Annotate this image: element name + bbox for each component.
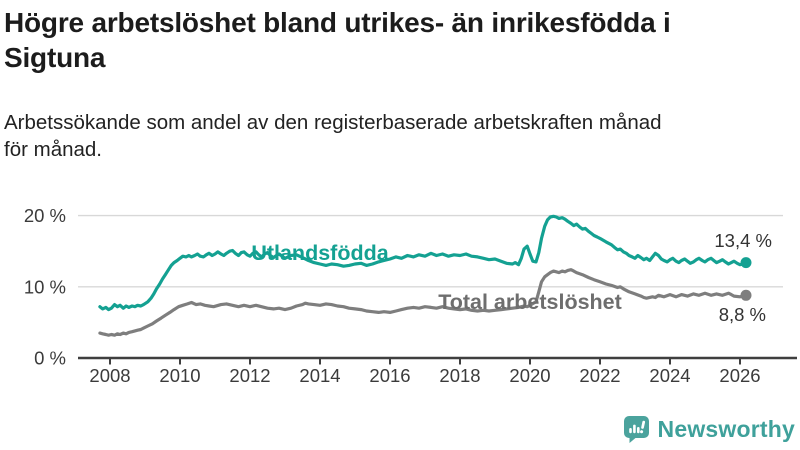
x-axis-label-2010: 2010 bbox=[159, 365, 200, 386]
foreign-born-line bbox=[98, 214, 748, 312]
series-label-total-arbetsloshet: Total arbetslöshet bbox=[438, 290, 622, 314]
y-axis-label-0: 0 % bbox=[34, 348, 66, 369]
x-axis-label-2026: 2026 bbox=[719, 365, 760, 386]
chart-title-line1: Högre arbetslöshet bland utrikes- än inr… bbox=[4, 7, 671, 38]
x-axis-label-2022: 2022 bbox=[579, 365, 620, 386]
y-axis-label-20: 20 % bbox=[24, 205, 66, 226]
x-axis-ticks: 2008 2010 2012 2014 2016 2018 2020 2022 2024 2026 bbox=[89, 358, 761, 386]
total-unemployment-line bbox=[98, 268, 748, 337]
total-endpoint-dot bbox=[740, 289, 752, 301]
foreign-born-endpoint-dot bbox=[740, 257, 752, 269]
y-axis-label-10: 10 % bbox=[24, 277, 66, 298]
chart-title: Högre arbetslöshet bland utrikes- än inr… bbox=[4, 5, 792, 75]
x-axis-label-2024: 2024 bbox=[649, 365, 690, 386]
chart-title-line2: Sigtuna bbox=[4, 42, 106, 73]
chart-subtitle-line2: för månad. bbox=[4, 138, 102, 161]
x-axis-label-2020: 2020 bbox=[509, 365, 550, 386]
series-label-utlandsfodda: Utlandsfödda bbox=[251, 241, 389, 265]
newsworthy-wordmark: Newsworthy bbox=[657, 415, 795, 442]
x-axis-label-2012: 2012 bbox=[229, 365, 270, 386]
x-axis-label-2018: 2018 bbox=[439, 365, 480, 386]
chart-subtitle-line1: Arbetssökande som andel av den registerb… bbox=[4, 111, 662, 134]
x-axis-label-2016: 2016 bbox=[369, 365, 410, 386]
value-label-foreign-born: 13,4 % bbox=[714, 230, 772, 251]
newsworthy-logo: Newsworthy bbox=[623, 412, 795, 446]
x-axis-label-2008: 2008 bbox=[89, 365, 130, 386]
newsworthy-icon bbox=[623, 415, 649, 443]
chart-subtitle: Arbetssökande som andel av den registerb… bbox=[4, 109, 792, 163]
x-axis-label-2014: 2014 bbox=[299, 365, 340, 386]
value-label-total: 8,8 % bbox=[719, 304, 766, 325]
line-chart: 20 % 10 % 0 % 2008 2010 2012 2014 2016 2018 20… bbox=[24, 205, 797, 386]
